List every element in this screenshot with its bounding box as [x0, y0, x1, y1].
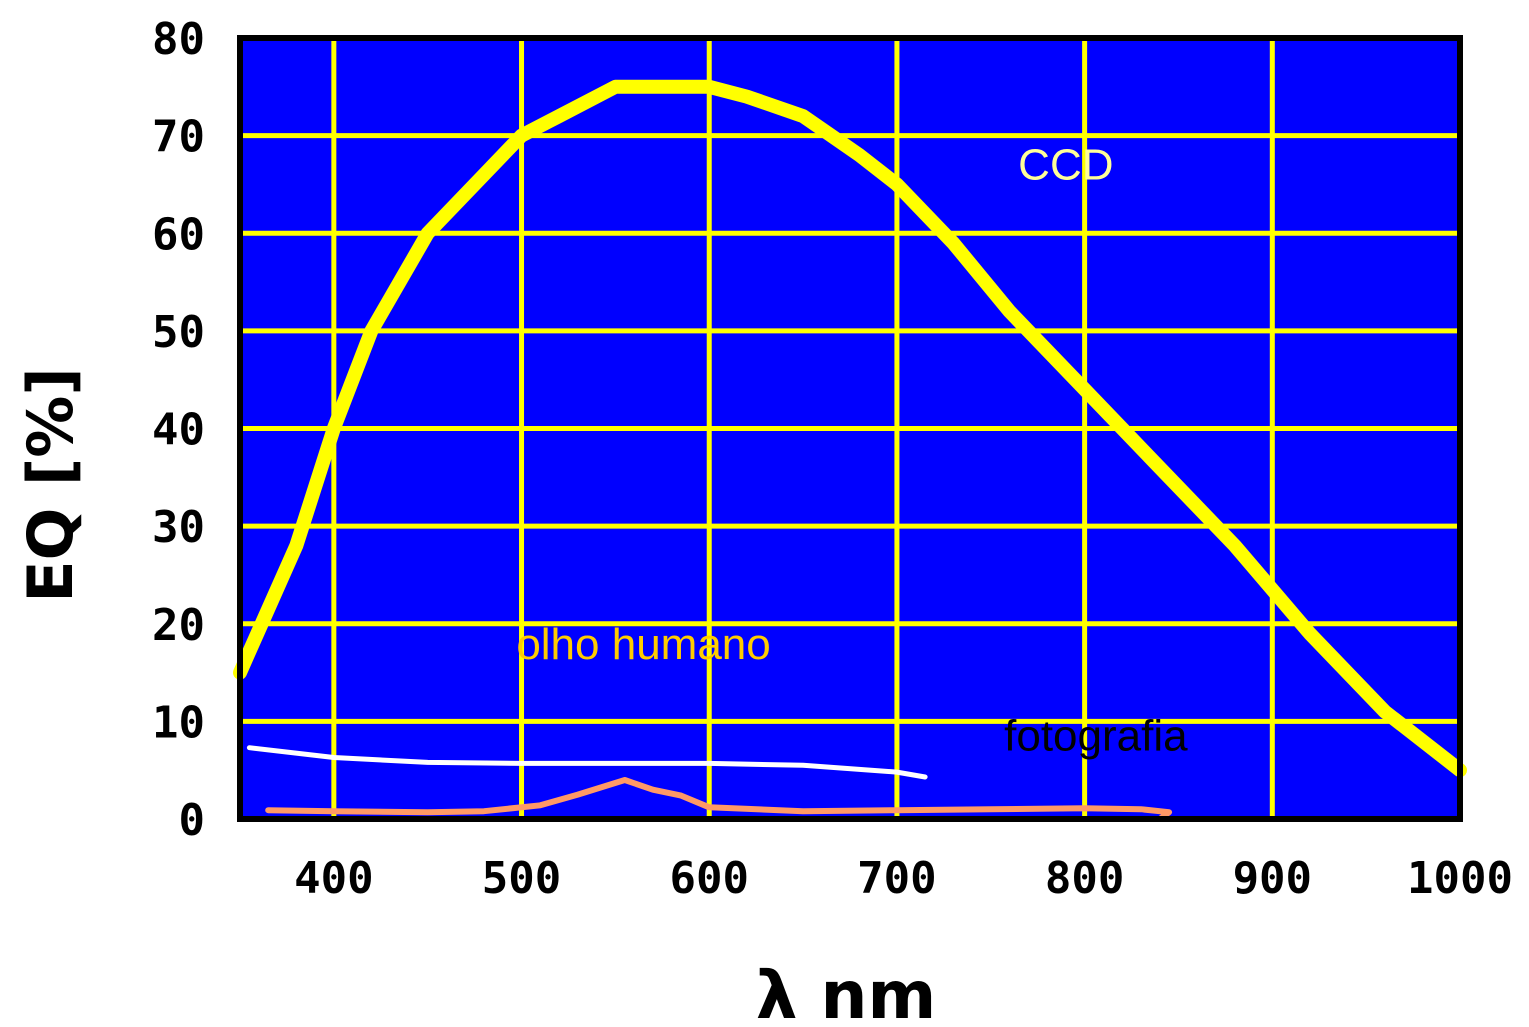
- film-curve: [265, 777, 1173, 822]
- plot-frame: [237, 35, 1463, 822]
- y-tick-label: 60: [152, 209, 205, 260]
- x-tick-label: 1000: [1407, 853, 1513, 904]
- x-tick-label: 700: [857, 853, 936, 904]
- eye-label: olho humano: [516, 620, 770, 669]
- y-axis-title: EQ [%]: [14, 367, 87, 602]
- x-axis: 400 500 600 700 800 900 1000: [294, 853, 1513, 904]
- x-tick-label: 800: [1045, 853, 1124, 904]
- y-tick-label: 30: [152, 502, 205, 553]
- y-tick-label: 40: [152, 405, 205, 456]
- grid: [240, 38, 1460, 819]
- ccd-label: CCD: [1018, 141, 1113, 190]
- series-labels: CCD olho humano fotografia: [516, 141, 1188, 761]
- y-tick-label: 80: [152, 14, 205, 65]
- series-layer: [233, 79, 1467, 822]
- x-tick-label: 900: [1233, 853, 1312, 904]
- y-tick-label: 70: [152, 112, 205, 163]
- x-tick-label: 600: [669, 853, 748, 904]
- x-tick-label: 500: [482, 853, 561, 904]
- x-axis-title: λ nm: [756, 957, 937, 1027]
- eye-curve: [246, 745, 928, 780]
- ccd-curve: [233, 79, 1467, 778]
- y-tick-label: 0: [179, 795, 206, 846]
- y-tick-label: 10: [152, 697, 205, 748]
- y-axis: 0 10 20 30 40 50 60 70 80: [152, 14, 205, 846]
- film-label: fotografia: [1004, 712, 1188, 761]
- x-tick-label: 400: [294, 853, 373, 904]
- y-tick-label: 20: [152, 600, 205, 651]
- y-tick-label: 50: [152, 307, 205, 358]
